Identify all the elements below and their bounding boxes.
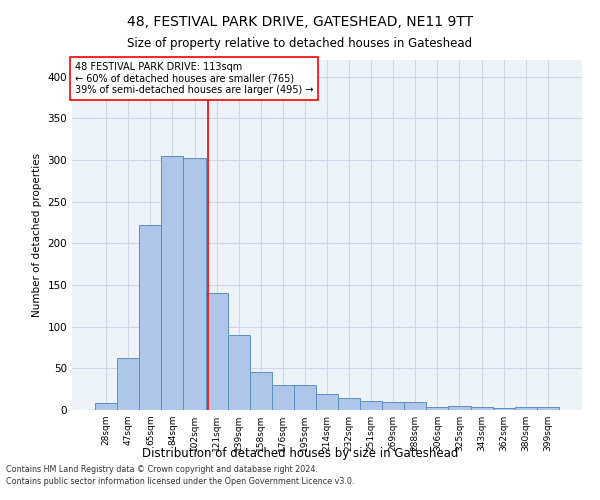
Text: Contains public sector information licensed under the Open Government Licence v3: Contains public sector information licen… (6, 477, 355, 486)
Bar (227, 335, 250, 410)
Bar (184, 158, 206, 410)
Bar (316, 394, 338, 410)
Bar (206, 294, 227, 410)
Text: Contains HM Land Registry data © Crown copyright and database right 2024.: Contains HM Land Registry data © Crown c… (6, 466, 318, 474)
Text: Distribution of detached houses by size in Gateshead: Distribution of detached houses by size … (142, 448, 458, 460)
Bar (272, 385, 294, 410)
Bar (338, 398, 360, 410)
Bar (117, 358, 139, 410)
Bar (250, 372, 272, 410)
Bar (139, 225, 161, 410)
Bar (161, 156, 184, 410)
Text: Size of property relative to detached houses in Gateshead: Size of property relative to detached ho… (127, 38, 473, 51)
Y-axis label: Number of detached properties: Number of detached properties (32, 153, 42, 317)
Bar (95, 404, 117, 410)
Bar (427, 406, 448, 410)
Bar (360, 401, 382, 410)
Bar (404, 402, 427, 410)
Bar (493, 408, 515, 410)
Bar (470, 406, 493, 410)
Bar (537, 406, 559, 410)
Bar (294, 385, 316, 410)
Text: 48 FESTIVAL PARK DRIVE: 113sqm
← 60% of detached houses are smaller (765)
39% of: 48 FESTIVAL PARK DRIVE: 113sqm ← 60% of … (74, 62, 313, 95)
Bar (382, 402, 404, 410)
Bar (448, 406, 470, 410)
Bar (515, 406, 537, 410)
Text: 48, FESTIVAL PARK DRIVE, GATESHEAD, NE11 9TT: 48, FESTIVAL PARK DRIVE, GATESHEAD, NE11… (127, 15, 473, 29)
